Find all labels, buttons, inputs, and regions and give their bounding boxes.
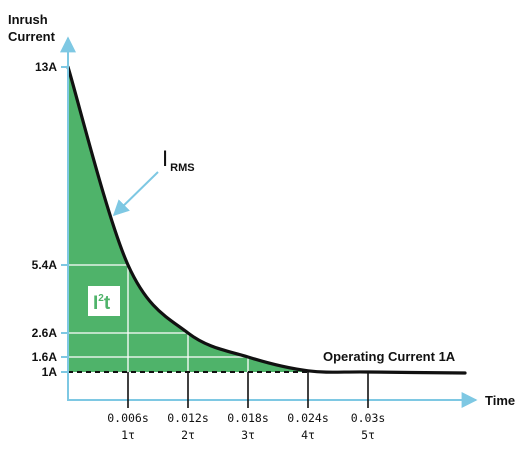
i2t-area-fill — [68, 67, 308, 372]
x-tick-tau-label-1: 2τ — [181, 428, 195, 442]
i2t-label-rest: t — [104, 293, 111, 314]
y-tick-label-2: 2.6A — [32, 326, 58, 340]
y-tick-label-4: 1A — [42, 365, 58, 379]
x-tick-label-4: 0.03s — [351, 411, 386, 425]
y-axis-title-line1: Inrush — [8, 12, 48, 27]
irms-label-main: I — [162, 146, 168, 171]
x-tick-label-2: 0.018s — [227, 411, 269, 425]
i2t-label-box — [88, 286, 120, 316]
y-axis-title-line2: Current — [8, 29, 56, 44]
i2t-label-main: I — [93, 293, 98, 314]
y-tick-label-3: 1.6A — [32, 350, 58, 364]
x-tick-tau-label-2: 3τ — [241, 428, 255, 442]
irms-label-sub: RMS — [170, 162, 194, 174]
x-tick-label-0: 0.006s — [107, 411, 149, 425]
x-tick-label-1: 0.012s — [167, 411, 209, 425]
x-tick-tau-label-0: 1τ — [121, 428, 135, 442]
i2t-label-sup: 2 — [98, 293, 104, 304]
x-ticks: 0.006s 1τ 0.012s 2τ 0.018s 3τ 0.024s 4τ 0.03s 5τ — [107, 372, 385, 442]
x-tick-tau-label-4: 5τ — [361, 428, 375, 442]
operating-current-label: Operating Current 1A — [323, 349, 456, 364]
i2t-label: I2t — [93, 293, 111, 314]
y-tick-label-0: 13A — [35, 60, 57, 74]
y-tick-label-1: 5.4A — [32, 258, 58, 272]
x-axis-title: Time — [485, 393, 515, 408]
grid-lines — [68, 264, 249, 372]
x-tick-label-3: 0.024s — [287, 411, 329, 425]
irms-pointer-arrow — [112, 171, 159, 217]
x-tick-tau-label-3: 4τ — [301, 428, 315, 442]
irms-label: I RMS — [162, 146, 195, 174]
